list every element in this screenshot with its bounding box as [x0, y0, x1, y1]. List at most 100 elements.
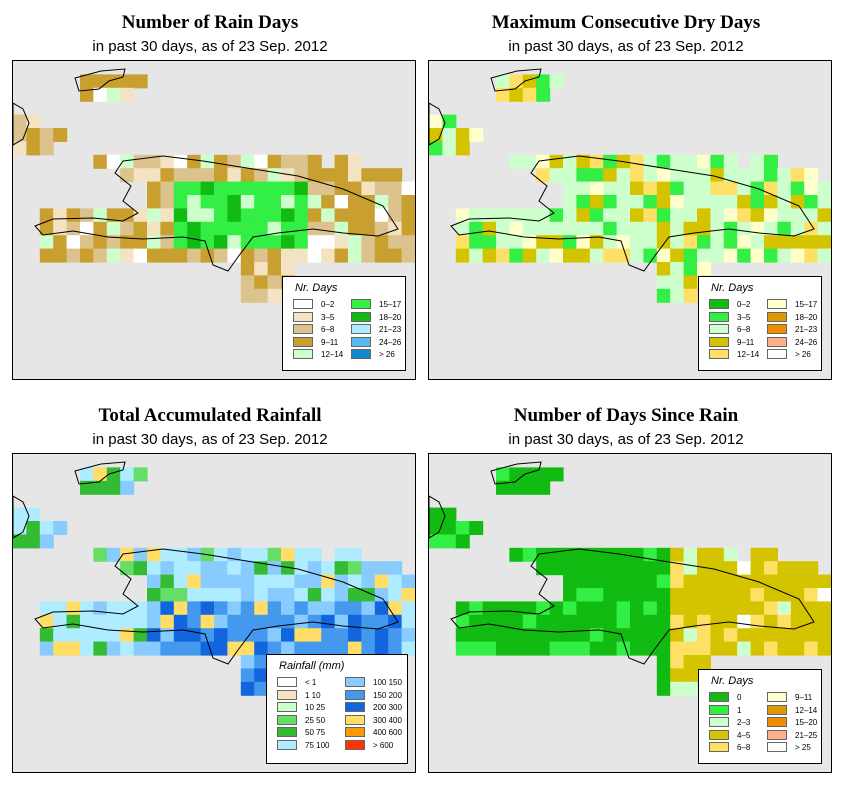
grid-cell — [80, 248, 94, 263]
grid-cell — [173, 601, 188, 616]
grid-cell — [53, 208, 68, 223]
grid-cell — [227, 588, 242, 602]
grid-cell — [106, 641, 121, 656]
grid-cell — [750, 588, 765, 602]
legend-swatch — [277, 727, 297, 737]
grid-cell — [267, 154, 282, 169]
grid-cell — [683, 168, 698, 183]
grid-cell — [697, 195, 711, 209]
grid-cell — [53, 248, 68, 263]
grid-cell — [321, 168, 336, 183]
grid-cell — [374, 235, 389, 250]
grid-cell — [563, 641, 577, 656]
grid-cell — [522, 628, 537, 643]
grid-cell — [214, 628, 228, 643]
grid-cell — [348, 154, 362, 169]
grid-cell — [817, 221, 831, 236]
grid-cell — [147, 547, 161, 562]
grid-cell — [455, 521, 470, 535]
grid-cell — [683, 588, 698, 602]
grid-cell — [522, 248, 537, 263]
grid-cell — [549, 221, 564, 236]
grid-cell — [496, 235, 510, 250]
grid-cell — [831, 222, 832, 236]
grid-cell — [106, 614, 121, 629]
grid-cell — [106, 480, 121, 495]
grid-cell — [549, 561, 564, 576]
grid-cell — [307, 181, 322, 196]
grid-cell — [509, 248, 524, 263]
grid-cell — [227, 248, 242, 263]
grid-cell — [589, 154, 604, 169]
grid-cell — [173, 547, 188, 562]
grid-cell — [670, 655, 685, 669]
grid-cell — [777, 614, 792, 629]
grid-cell — [80, 87, 94, 102]
grid-cell — [240, 588, 255, 602]
grid-cell — [670, 561, 685, 576]
grid-cell — [750, 641, 765, 656]
grid-cell — [777, 561, 792, 576]
grid-cell — [294, 154, 309, 169]
legend-swatch — [767, 349, 787, 359]
panel-since-rain: Number of Days Since Rain in past 30 day… — [416, 393, 836, 788]
grid-cell — [160, 574, 175, 589]
grid-cell — [281, 628, 295, 643]
coastline — [490, 68, 542, 92]
grid-cell — [576, 547, 591, 562]
grid-cell — [817, 628, 831, 643]
grid-cell — [187, 168, 202, 183]
grid-cell — [603, 154, 618, 169]
legend-swatch — [767, 692, 787, 702]
grid-cell — [214, 601, 228, 616]
legend-swatch — [293, 311, 313, 322]
grid-cell — [589, 641, 604, 656]
grid-cell — [737, 235, 752, 250]
grid-cell — [790, 561, 805, 576]
grid-cell — [13, 141, 27, 156]
grid-cell — [643, 221, 658, 236]
legend-swatch — [351, 349, 371, 359]
grid-cell — [240, 641, 255, 656]
grid-cell — [294, 235, 309, 250]
grid-cell — [455, 614, 470, 629]
legend-label: 0–2 — [321, 300, 335, 309]
grid-cell — [710, 628, 725, 643]
grid-cell — [133, 547, 148, 562]
legend-label: 24–26 — [379, 337, 402, 347]
grid-cell — [764, 601, 778, 616]
grid-cell — [334, 208, 349, 223]
grid-cell — [388, 195, 403, 209]
grid-cell — [482, 614, 497, 629]
grid-cell — [576, 614, 591, 629]
grid-cell — [254, 262, 269, 276]
grid-cell — [307, 235, 322, 250]
grid-cell — [576, 641, 591, 656]
grid-cell — [240, 275, 255, 290]
grid-cell — [281, 574, 295, 589]
grid-cell — [388, 574, 403, 589]
grid-cell — [643, 588, 658, 602]
grid-cell — [133, 168, 148, 183]
grid-cell — [589, 168, 604, 183]
legend-label: 15–17 — [795, 300, 818, 309]
grid-cell — [173, 588, 188, 602]
grid-cell — [160, 601, 175, 616]
grid-cell — [187, 641, 202, 656]
grid-cell — [764, 614, 778, 629]
legend-swatch — [767, 717, 787, 727]
grid-cell — [80, 208, 94, 223]
grid-cell — [496, 74, 510, 89]
grid-cell — [737, 248, 752, 263]
grid-cell — [683, 681, 698, 696]
coastline — [74, 461, 126, 485]
grid-cell — [656, 574, 671, 589]
grid-cell — [200, 195, 215, 209]
grid-cell — [307, 628, 322, 643]
grid-cell — [563, 628, 577, 643]
legend-title: Nr. Days — [711, 282, 754, 294]
grid-cell — [106, 601, 121, 616]
coastline — [450, 548, 815, 665]
grid-cell — [482, 221, 497, 236]
grid-cell — [240, 262, 255, 276]
